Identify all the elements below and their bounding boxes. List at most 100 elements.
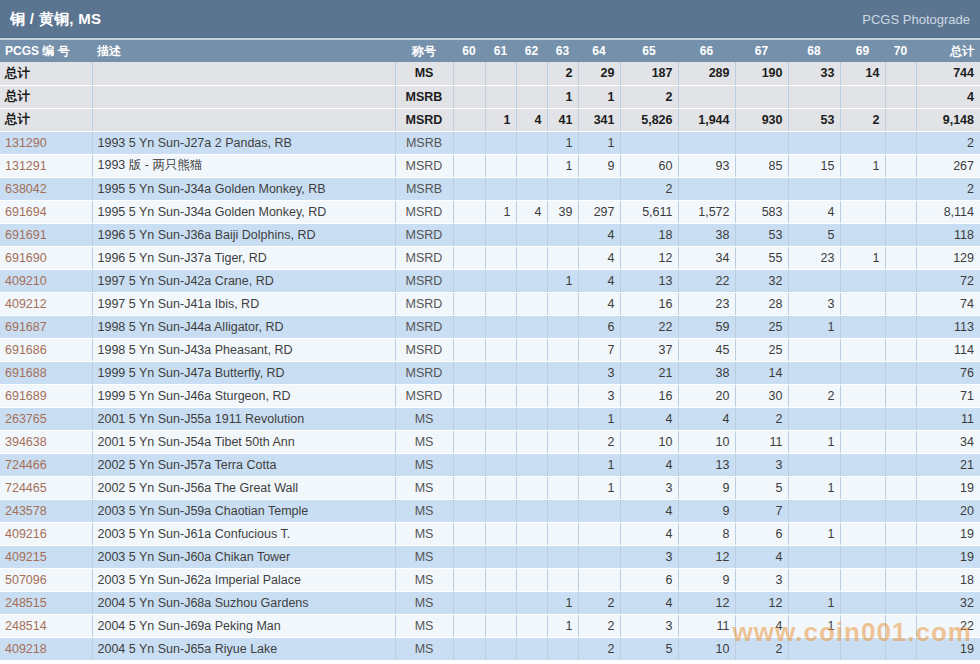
grade-63-count — [547, 499, 578, 522]
grade-64-count — [578, 568, 620, 591]
grade-66-count: 10 — [678, 430, 735, 453]
grade-66-count: 289 — [678, 62, 735, 85]
pcgs-number-link[interactable]: 131290 — [0, 131, 92, 154]
total-count: 32 — [916, 591, 980, 614]
grade-62-count — [516, 384, 547, 407]
grade-62-count — [516, 591, 547, 614]
grade-60-count — [453, 361, 485, 384]
total-count: 19 — [916, 545, 980, 568]
pcgs-photograde-link[interactable]: PCGS Photograde — [862, 12, 970, 27]
designation-value: MS — [395, 476, 453, 499]
coin-description: 1996 5 Yn Sun-J37a Tiger, RD — [92, 246, 395, 269]
pcgs-number-link[interactable]: 248514 — [0, 614, 92, 637]
grade-60-count — [453, 568, 485, 591]
pcgs-number-link[interactable]: 263765 — [0, 407, 92, 430]
grade-68-count — [788, 269, 840, 292]
pcgs-number-link[interactable]: 409212 — [0, 292, 92, 315]
grade-65-count: 5 — [620, 637, 678, 660]
designation-value: MS — [395, 430, 453, 453]
grade-67-count: 12 — [735, 591, 788, 614]
pcgs-number-link[interactable]: 691694 — [0, 200, 92, 223]
designation-value: MSRD — [395, 361, 453, 384]
coin-description — [92, 108, 395, 131]
grade-70-count — [885, 476, 916, 499]
pcgs-number-link[interactable]: 691687 — [0, 315, 92, 338]
grade-67-count: 583 — [735, 200, 788, 223]
grade-64-count: 3 — [578, 361, 620, 384]
pcgs-number-link[interactable]: 409210 — [0, 269, 92, 292]
grade-69-count — [840, 223, 885, 246]
summary-row: 总计MSRB1124 — [0, 85, 980, 108]
grade-69-count — [840, 269, 885, 292]
grade-64-count: 1 — [578, 407, 620, 430]
pcgs-number-link[interactable]: 691688 — [0, 361, 92, 384]
grade-69-count — [840, 499, 885, 522]
grade-65-count: 3 — [620, 545, 678, 568]
table-row: 6916861998 5 Yn Sun-J43a Pheasant, RDMSR… — [0, 338, 980, 361]
grade-62-count — [516, 568, 547, 591]
coin-description: 1997 5 Yn Sun-J41a Ibis, RD — [92, 292, 395, 315]
pcgs-number-link[interactable]: 131291 — [0, 154, 92, 177]
grade-64-count: 1 — [578, 453, 620, 476]
pcgs-number-link[interactable]: 638042 — [0, 177, 92, 200]
grade-67-count: 85 — [735, 154, 788, 177]
grade-63-count — [547, 476, 578, 499]
grade-65-count: 21 — [620, 361, 678, 384]
grade-69-count — [840, 315, 885, 338]
grade-60-count — [453, 545, 485, 568]
pcgs-number-link[interactable]: 394638 — [0, 430, 92, 453]
designation-value: MS — [395, 591, 453, 614]
grade-63-count: 1 — [547, 85, 578, 108]
col-grade-64: 64 — [578, 40, 620, 62]
grade-60-count — [453, 591, 485, 614]
grade-67-count: 4 — [735, 545, 788, 568]
table-row: 2485152004 5 Yn Sun-J68a Suzhou GardensM… — [0, 591, 980, 614]
grade-68-count: 33 — [788, 62, 840, 85]
pcgs-number-link[interactable]: 691686 — [0, 338, 92, 361]
coin-description: 1997 5 Yn Sun-J42a Crane, RD — [92, 269, 395, 292]
grade-69-count: 1 — [840, 154, 885, 177]
designation-value: MSRD — [395, 315, 453, 338]
designation-value: MS — [395, 614, 453, 637]
grade-60-count — [453, 292, 485, 315]
grade-68-count: 2 — [788, 384, 840, 407]
grade-69-count — [840, 407, 885, 430]
coin-description: 2003 5 Yn Sun-J62a Imperial Palace — [92, 568, 395, 591]
coin-description: 1995 5 Yn Sun-J34a Golden Monkey, RB — [92, 177, 395, 200]
grade-60-count — [453, 384, 485, 407]
pcgs-number-link[interactable]: 691689 — [0, 384, 92, 407]
grade-67-count: 3 — [735, 568, 788, 591]
total-count: 19 — [916, 522, 980, 545]
grade-70-count — [885, 315, 916, 338]
grade-70-count — [885, 292, 916, 315]
grade-70-count — [885, 453, 916, 476]
grade-69-count — [840, 177, 885, 200]
grade-67-count: 53 — [735, 223, 788, 246]
grade-69-count — [840, 200, 885, 223]
pcgs-number-link[interactable]: 409216 — [0, 522, 92, 545]
coin-description: 2001 5 Yn Sun-J54a Tibet 50th Ann — [92, 430, 395, 453]
grade-60-count — [453, 407, 485, 430]
grade-61-count — [485, 614, 516, 637]
grade-60-count — [453, 614, 485, 637]
grade-69-count — [840, 361, 885, 384]
grade-64-count: 2 — [578, 637, 620, 660]
col-grade-61: 61 — [485, 40, 516, 62]
col-description: 描述 — [92, 40, 395, 62]
pcgs-number-link[interactable]: 409218 — [0, 637, 92, 660]
grade-68-count: 1 — [788, 430, 840, 453]
pcgs-number-link[interactable]: 724465 — [0, 476, 92, 499]
grade-65-count: 187 — [620, 62, 678, 85]
pcgs-number-link[interactable]: 691690 — [0, 246, 92, 269]
pcgs-number-link[interactable]: 724466 — [0, 453, 92, 476]
total-count: 22 — [916, 614, 980, 637]
pcgs-number-link[interactable]: 691691 — [0, 223, 92, 246]
pcgs-number-link[interactable]: 248515 — [0, 591, 92, 614]
pcgs-number-link[interactable]: 409215 — [0, 545, 92, 568]
pcgs-number-link[interactable]: 243578 — [0, 499, 92, 522]
grade-60-count — [453, 522, 485, 545]
grade-70-count — [885, 131, 916, 154]
table-row: 6916901996 5 Yn Sun-J37a Tiger, RDMSRD41… — [0, 246, 980, 269]
pcgs-number-link[interactable]: 507096 — [0, 568, 92, 591]
grade-61-count — [485, 62, 516, 85]
